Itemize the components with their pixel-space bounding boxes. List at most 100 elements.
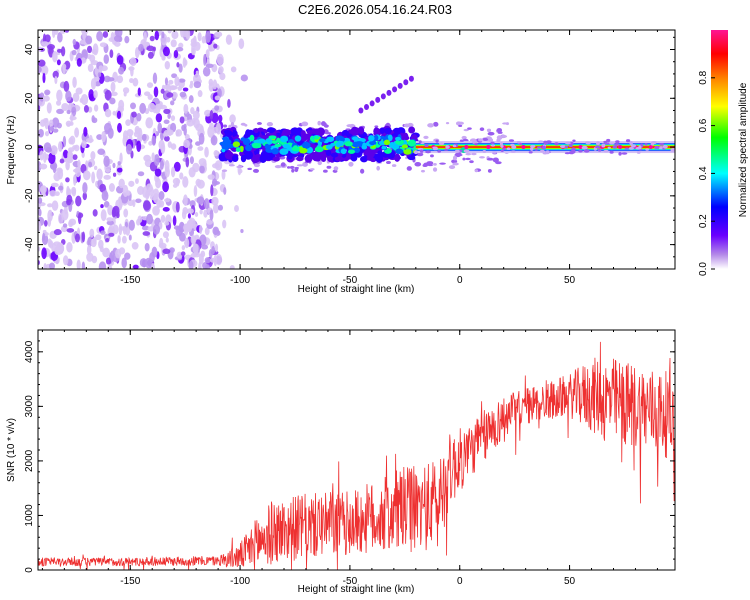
echo-scatter [324, 132, 332, 135]
y-tick-label: 20 [24, 92, 35, 104]
noise-blob [149, 35, 155, 42]
ground-scatter [609, 142, 615, 145]
ground-scatter [465, 152, 472, 156]
y-tick-label: 40 [24, 44, 35, 56]
noise-blob [65, 120, 72, 127]
echo-core [403, 149, 412, 155]
noise-blob [50, 163, 55, 169]
echo-scatter [223, 124, 228, 128]
noise-blob [98, 65, 104, 72]
noise-blob [80, 94, 89, 106]
noise-blob [160, 142, 166, 154]
ground-scatter [488, 138, 494, 142]
ground-scatter [508, 139, 515, 142]
echo-blob [311, 128, 319, 134]
noise-blob [82, 191, 87, 201]
echo-scatter [462, 157, 466, 161]
noise-blob [171, 73, 178, 79]
echo-blob [272, 156, 280, 162]
noise-blob [72, 76, 77, 88]
noise-blob [112, 224, 119, 235]
noise-blob [117, 122, 122, 133]
noise-blob [103, 54, 110, 65]
noise-blob [68, 137, 74, 145]
noise-blob [184, 59, 188, 66]
noise-blob [167, 129, 174, 136]
noise-blob [202, 66, 211, 77]
echo-scatter [461, 135, 467, 140]
noise-blob [81, 231, 86, 243]
noise-blob [72, 145, 78, 150]
echo-scatter [346, 124, 354, 128]
noise-blob [53, 30, 59, 35]
noise-blob [139, 102, 147, 114]
noise-blob [164, 135, 170, 142]
noise-blob [135, 178, 139, 185]
echo-scatter [253, 163, 260, 168]
noise-blob [186, 30, 191, 40]
noise-blob [89, 228, 95, 238]
noise-blob [240, 74, 248, 82]
noise-blob [184, 134, 190, 140]
noise-blob [100, 204, 104, 209]
noise-blob [180, 30, 185, 38]
echo-blob [224, 150, 234, 160]
echo-blob [408, 126, 416, 134]
noise-blob [183, 139, 190, 148]
noise-blob [44, 130, 50, 137]
noise-blob [56, 59, 61, 66]
noise-blob [96, 30, 104, 42]
noise-blob [147, 186, 154, 196]
colorbar-tick-label: 0.6 [698, 118, 709, 132]
noise-blob [131, 241, 139, 250]
echo-blob [334, 155, 343, 162]
echo-scatter [416, 152, 424, 157]
noise-blob [51, 146, 58, 152]
noise-blob [72, 38, 77, 46]
echo-core [282, 143, 291, 149]
noise-blob [42, 95, 50, 102]
echo-scatter [296, 164, 304, 167]
colorbar-tick-label: 0.4 [698, 166, 709, 180]
noise-blob [107, 77, 115, 82]
noise-blob [103, 155, 110, 168]
echo-core [245, 144, 253, 152]
noise-blob [191, 48, 196, 56]
noise-blob [87, 63, 94, 73]
noise-blob [173, 49, 179, 59]
x-tick-label: -100 [230, 576, 250, 587]
noise-blob [49, 262, 56, 269]
colorbar-tick-label: 0.0 [698, 262, 709, 276]
noise-blob [151, 262, 155, 269]
noise-blob [183, 103, 189, 114]
noise-blob [41, 247, 47, 260]
ground-scatter [603, 149, 609, 153]
echo-blob [350, 126, 359, 136]
echo-core [407, 139, 416, 147]
echo-blob [311, 151, 320, 161]
noise-blob [151, 152, 155, 162]
ground-scatter [490, 141, 495, 145]
noise-blob [44, 89, 51, 96]
noise-blob [198, 158, 207, 166]
echo-scatter [326, 165, 332, 169]
noise-blob [86, 45, 93, 54]
noise-blob [214, 105, 220, 111]
noise-blob [75, 195, 82, 207]
echo-core [401, 144, 409, 149]
spectrogram-panel: -150 -100 -50 0 50 -40 -20 0 20 40 Height of stra… [6, 29, 676, 295]
noise-blob [163, 119, 170, 125]
noise-blob [56, 48, 63, 53]
echo-scatter [495, 161, 502, 165]
noise-blob [75, 233, 81, 243]
noise-blob [42, 118, 48, 124]
ground-scatter [474, 143, 478, 146]
noise-blob [212, 79, 218, 90]
noise-blob [124, 35, 130, 44]
echo-scatter [294, 167, 299, 173]
noise-blob [72, 92, 80, 102]
noise-blob [238, 168, 243, 174]
noise-blob [212, 203, 219, 214]
